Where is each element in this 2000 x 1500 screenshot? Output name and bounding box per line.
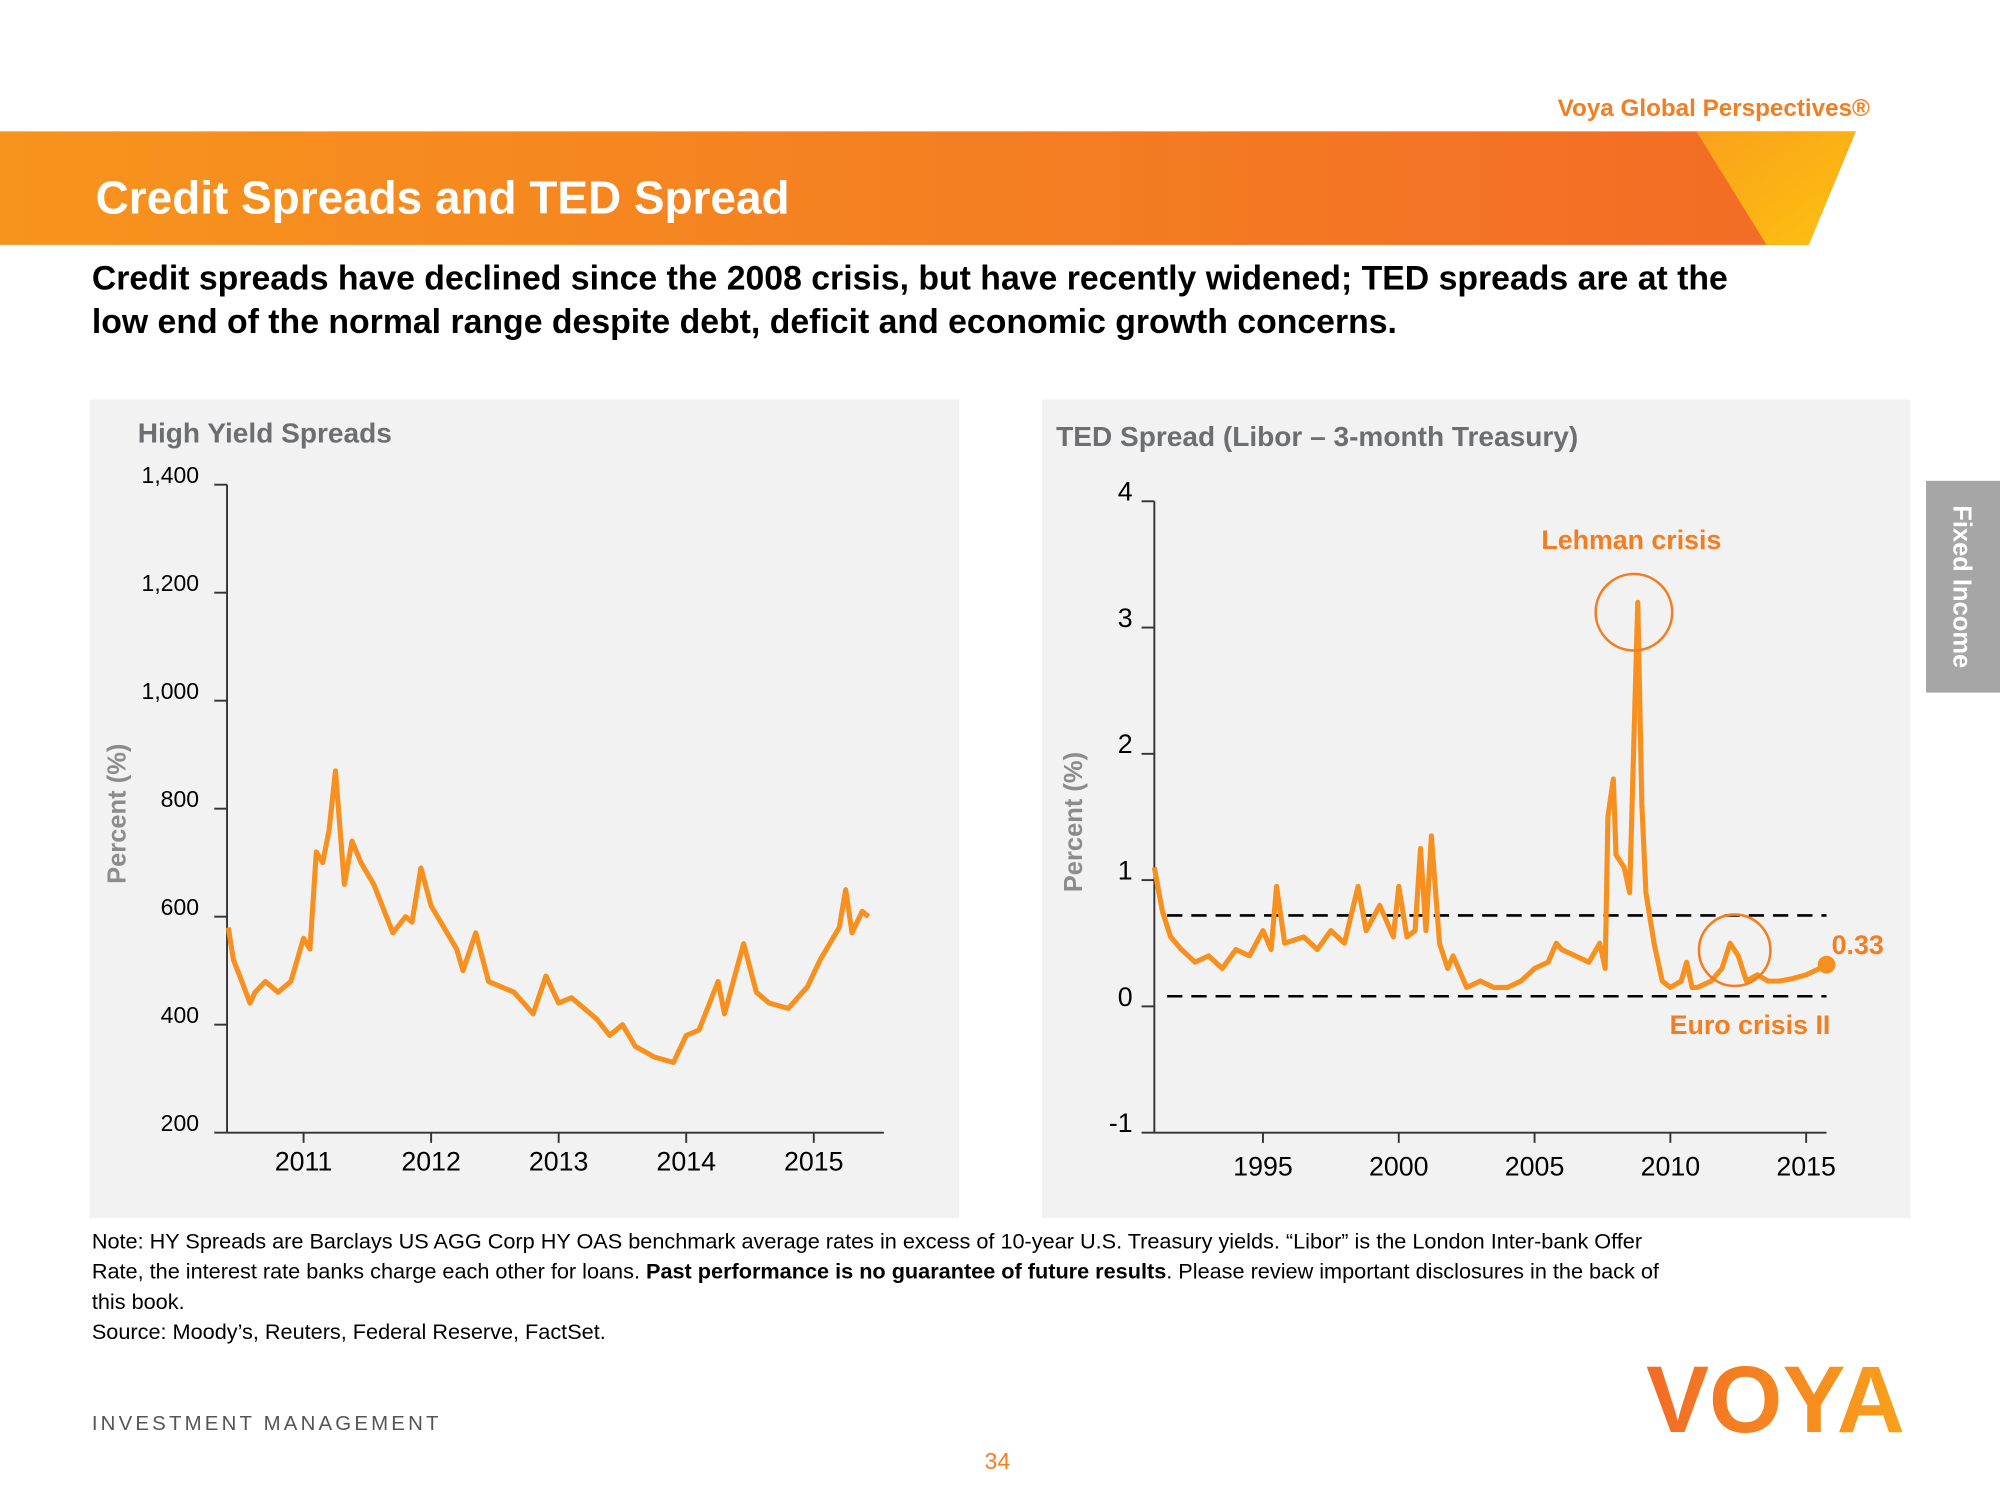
data-line <box>1151 599 1828 990</box>
y-tick-label: 600 <box>161 894 199 920</box>
x-tick-label: 2000 <box>1369 1151 1429 1181</box>
note-text: Past performance is no guarantee of futu… <box>646 1258 1166 1283</box>
brand: Voya Global Perspectives® <box>1558 95 1870 122</box>
side-tab-label: Fixed Income <box>1948 505 1976 668</box>
y-axis-label: Percent (%) <box>103 744 131 884</box>
note-text: Source: Moody’s, Reuters, Federal Reserv… <box>92 1319 606 1344</box>
note: Note: HY Spreads are Barclays US AGG Cor… <box>92 1228 1660 1344</box>
end-point <box>1817 955 1836 974</box>
y-tick-label: 1,400 <box>142 462 199 488</box>
subtitle: low end of the normal range despite debt… <box>92 303 1397 341</box>
page-number: 34 <box>985 1448 1011 1474</box>
y-tick-label: 800 <box>161 786 199 812</box>
y-tick-label: 3 <box>1118 603 1133 633</box>
y-axis-label: Percent (%) <box>1060 752 1088 892</box>
note-text: Rate, the interest rate banks charge eac… <box>92 1258 646 1283</box>
y-tick-label: 2 <box>1118 729 1133 759</box>
annotation: Lehman crisis <box>1541 525 1721 555</box>
side-tab <box>1926 480 2000 693</box>
logo: VOYA <box>1646 1348 1905 1453</box>
y-tick-label: 1,200 <box>142 570 199 596</box>
x-tick-label: 2014 <box>656 1146 716 1176</box>
x-tick-label: 2015 <box>784 1146 844 1176</box>
y-tick-label: 0 <box>1118 982 1133 1012</box>
annotation-circle <box>1594 572 1674 652</box>
note-text: . Please review important disclosures in… <box>1166 1258 1660 1283</box>
charts: High Yield Spreads Percent (%) 200 400 600 80… <box>103 417 1883 1181</box>
division: INVESTMENT MANAGEMENT <box>92 1413 442 1435</box>
x-tick-label: 2012 <box>401 1146 461 1176</box>
x-tick-label: 2011 <box>275 1146 333 1176</box>
data-line <box>225 768 871 1066</box>
chart-panel <box>89 399 960 1219</box>
y-tick-label: 1,000 <box>142 678 199 704</box>
chart: High Yield Spreads Percent (%) 200 400 600 80… <box>103 417 884 1176</box>
subtitle: Credit spreads have declined since the 2… <box>92 260 1728 298</box>
header-bar <box>0 131 1856 245</box>
header-chevron <box>1696 131 1856 245</box>
x-tick-label: 1995 <box>1233 1151 1293 1181</box>
y-tick-label: 400 <box>161 1002 199 1028</box>
x-tick-label: 2005 <box>1505 1151 1565 1181</box>
x-tick-label: 2013 <box>529 1146 589 1176</box>
chart-title: TED Spread (Libor – 3-month Treasury) <box>1056 421 1578 452</box>
y-tick-label: 200 <box>161 1110 199 1136</box>
x-tick-label: 2015 <box>1776 1151 1836 1181</box>
y-tick-label: -1 <box>1109 1108 1133 1138</box>
annotation: Euro crisis II <box>1670 1010 1831 1040</box>
y-tick-label: 4 <box>1118 477 1133 507</box>
end-value-label: 0.33 <box>1832 930 1884 960</box>
chart-title: High Yield Spreads <box>138 417 392 448</box>
chart-panel <box>1042 399 1911 1219</box>
note-text: this book. <box>92 1289 185 1314</box>
x-tick-label: 2010 <box>1641 1151 1701 1181</box>
y-tick-label: 1 <box>1118 856 1133 886</box>
note-text: Note: HY Spreads are Barclays US AGG Cor… <box>92 1228 1642 1253</box>
page-title: Credit Spreads and TED Spread <box>96 172 790 224</box>
chart: TED Spread (Libor – 3-month Treasury) Per… <box>1056 421 1884 1181</box>
annotation-circle <box>1697 913 1772 988</box>
